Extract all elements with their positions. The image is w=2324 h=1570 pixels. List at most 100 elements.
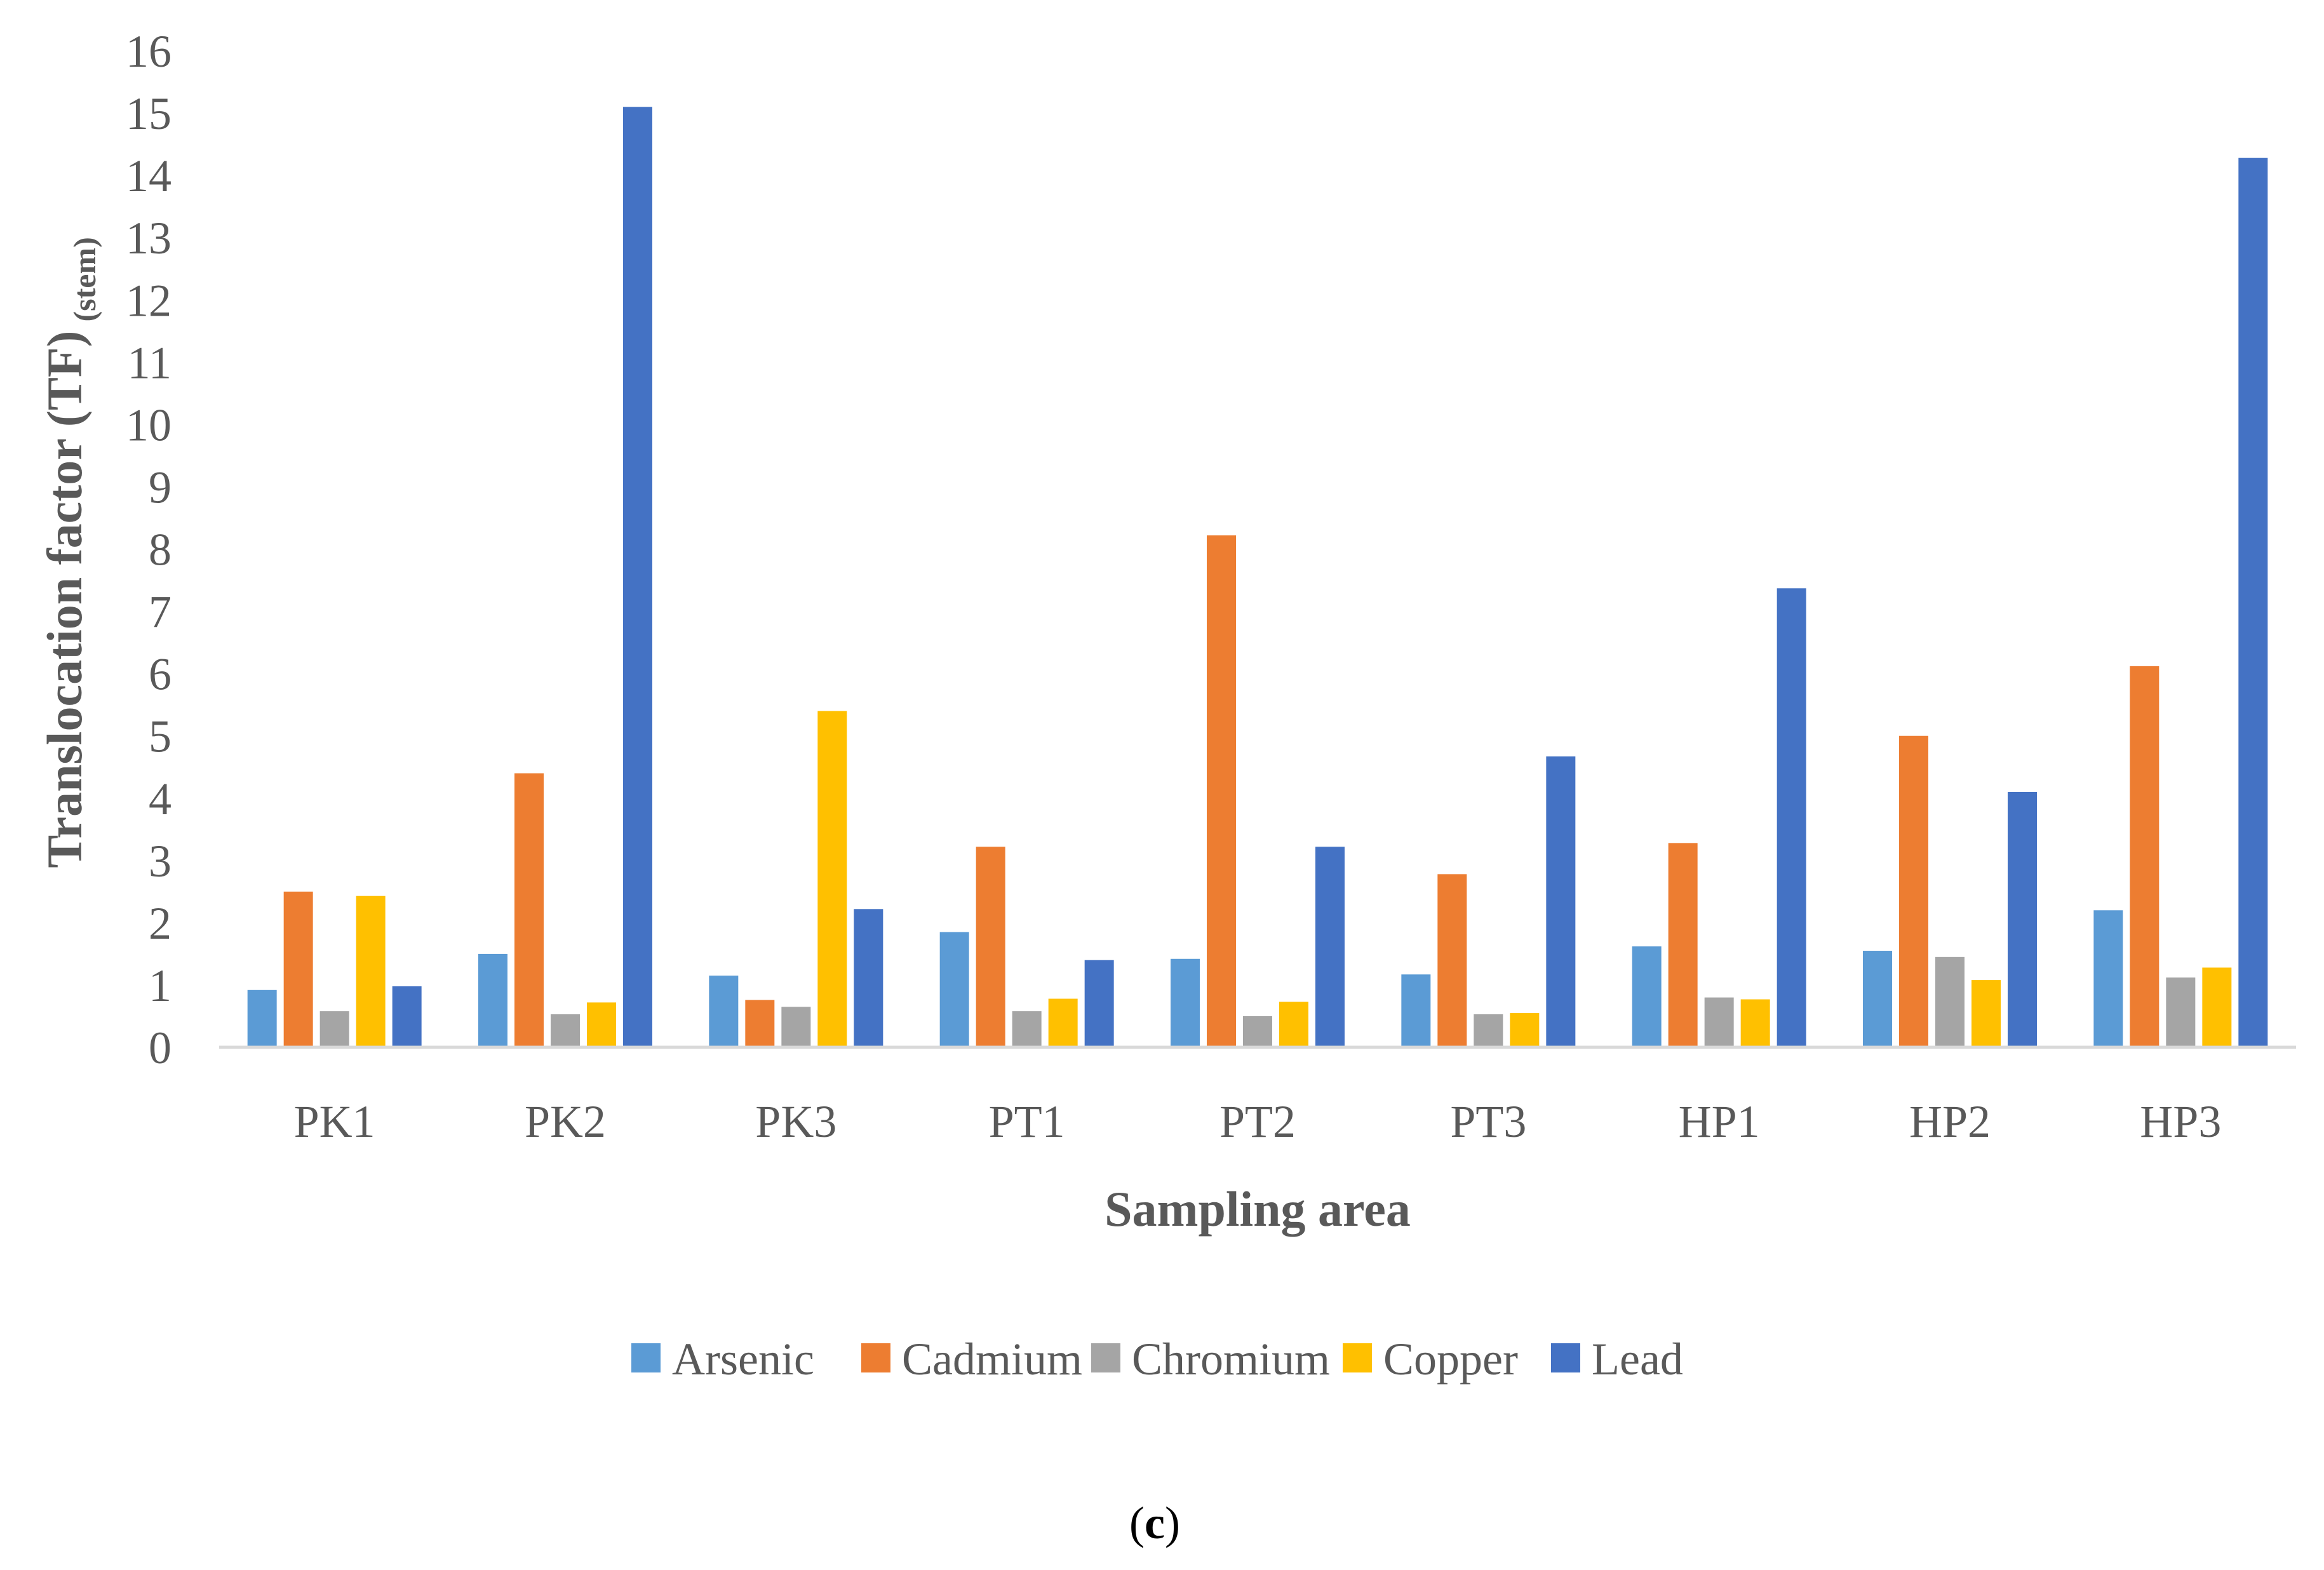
bar-lead-hp3 bbox=[2238, 158, 2268, 1048]
y-axis-title-subscript: (stem) bbox=[67, 237, 102, 321]
y-tick-label: 1 bbox=[149, 960, 171, 1011]
caption-open-paren: ( bbox=[1129, 1498, 1145, 1548]
y-tick-label: 3 bbox=[149, 836, 171, 887]
bar-lead-hp2 bbox=[2008, 791, 2037, 1047]
bar-arsenic-pk2 bbox=[478, 953, 507, 1047]
bar-chromium-pk1 bbox=[319, 1011, 349, 1047]
bar-copper-pk2 bbox=[587, 1002, 616, 1047]
bar-lead-pk2 bbox=[623, 107, 652, 1048]
x-tick-label: PK3 bbox=[755, 1096, 836, 1147]
bar-copper-pt3 bbox=[1510, 1013, 1540, 1047]
bar-cadmium-pt2 bbox=[1207, 535, 1236, 1047]
x-axis-tick-labels: PK1 PK2 PK3 PT1 PT2 PT3 HP1 HP2 HP3 bbox=[294, 1096, 2222, 1147]
x-tick-label: PT1 bbox=[989, 1096, 1065, 1147]
y-tick-label: 8 bbox=[149, 525, 171, 575]
bar-lead-pt1 bbox=[1084, 960, 1114, 1047]
bar-copper-hp3 bbox=[2202, 967, 2232, 1047]
bar-lead-pt3 bbox=[1546, 756, 1576, 1047]
y-tick-label: 2 bbox=[149, 898, 171, 949]
bar-arsenic-hp2 bbox=[1863, 951, 1892, 1047]
bar-copper-pt2 bbox=[1279, 1002, 1308, 1047]
legend-label: Lead bbox=[1592, 1334, 1683, 1385]
bar-arsenic-pt1 bbox=[939, 932, 969, 1047]
y-tick-label: 0 bbox=[149, 1023, 171, 1073]
x-axis-title: Sampling area bbox=[1105, 1181, 1411, 1237]
y-tick-label: 14 bbox=[126, 151, 171, 201]
bar-copper-pk1 bbox=[356, 896, 386, 1047]
legend-swatch bbox=[1091, 1343, 1120, 1372]
bar-cadmium-pk1 bbox=[283, 891, 313, 1047]
legend-label: Copper bbox=[1383, 1334, 1518, 1385]
y-tick-label: 4 bbox=[149, 774, 171, 824]
bar-arsenic-pk1 bbox=[247, 990, 277, 1047]
y-tick-label: 5 bbox=[149, 711, 171, 762]
bar-cadmium-pt1 bbox=[976, 847, 1005, 1047]
legend-label: Arsenic bbox=[672, 1334, 814, 1385]
y-tick-label: 9 bbox=[149, 462, 171, 513]
legend-item-cadmium: Cadmium bbox=[861, 1334, 1082, 1385]
x-tick-label: PK1 bbox=[294, 1096, 375, 1147]
caption-close-paren: ) bbox=[1165, 1498, 1180, 1548]
y-axis-title-main: Translocation factor (TF) bbox=[37, 330, 92, 868]
bar-arsenic-pk3 bbox=[709, 976, 739, 1047]
bar-cadmium-hp1 bbox=[1668, 843, 1698, 1047]
figure-caption: (c) bbox=[1129, 1498, 1180, 1548]
y-tick-label: 6 bbox=[149, 649, 171, 700]
legend-swatch bbox=[1343, 1343, 1372, 1372]
bar-arsenic-hp3 bbox=[2093, 910, 2123, 1047]
bar-chromium-pt3 bbox=[1474, 1014, 1503, 1047]
bar-arsenic-pt3 bbox=[1401, 974, 1431, 1047]
x-tick-label: PT2 bbox=[1219, 1096, 1296, 1147]
legend-swatch bbox=[631, 1343, 661, 1372]
x-tick-label: PT3 bbox=[1450, 1096, 1526, 1147]
bar-arsenic-hp1 bbox=[1632, 946, 1662, 1047]
y-tick-label: 7 bbox=[149, 587, 171, 638]
bar-lead-pk1 bbox=[392, 986, 422, 1047]
legend-item-chromium: Chromium bbox=[1091, 1334, 1330, 1385]
bar-lead-hp1 bbox=[1777, 588, 1806, 1047]
bar-cadmium-hp2 bbox=[1899, 735, 1928, 1047]
y-tick-label: 13 bbox=[126, 213, 171, 264]
legend-swatch bbox=[1551, 1343, 1580, 1372]
caption-letter: c bbox=[1145, 1498, 1165, 1548]
bar-chromium-pk3 bbox=[781, 1007, 811, 1047]
bar-cadmium-pt3 bbox=[1437, 874, 1467, 1047]
bar-copper-hp1 bbox=[1740, 999, 1770, 1047]
bar-copper-pk3 bbox=[817, 711, 847, 1047]
legend-item-arsenic: Arsenic bbox=[631, 1334, 814, 1385]
legend-swatch bbox=[861, 1343, 890, 1372]
legend-label: Chromium bbox=[1132, 1334, 1330, 1385]
bar-copper-hp2 bbox=[1971, 980, 2001, 1047]
bar-cadmium-pk2 bbox=[514, 773, 544, 1047]
y-axis-title: Translocation factor (TF) (stem) bbox=[37, 237, 102, 868]
y-tick-label: 16 bbox=[126, 26, 171, 77]
bar-chromium-hp3 bbox=[2166, 977, 2196, 1047]
y-tick-label: 10 bbox=[126, 399, 171, 450]
bar-chromium-pt1 bbox=[1012, 1011, 1042, 1047]
bars bbox=[247, 107, 2268, 1048]
bar-copper-pt1 bbox=[1048, 998, 1078, 1047]
y-tick-label: 11 bbox=[128, 337, 171, 388]
bar-chromium-pk2 bbox=[551, 1014, 580, 1047]
bar-cadmium-pk3 bbox=[745, 1000, 775, 1047]
x-tick-label: HP1 bbox=[1679, 1096, 1760, 1147]
y-tick-label: 15 bbox=[126, 88, 171, 139]
x-tick-label: PK2 bbox=[525, 1096, 606, 1147]
legend-item-lead: Lead bbox=[1551, 1334, 1683, 1385]
bar-lead-pt2 bbox=[1315, 847, 1345, 1047]
x-tick-label: HP3 bbox=[2140, 1096, 2221, 1147]
legend-item-copper: Copper bbox=[1343, 1334, 1518, 1385]
legend: Arsenic Cadmium Chromium Copper Lead bbox=[631, 1334, 1683, 1385]
bar-arsenic-pt2 bbox=[1171, 958, 1200, 1047]
y-tick-label: 12 bbox=[126, 275, 171, 326]
bar-chromium-hp1 bbox=[1704, 997, 1734, 1047]
bar-lead-pk3 bbox=[854, 909, 883, 1047]
bar-chromium-pt2 bbox=[1243, 1016, 1272, 1047]
bar-cadmium-hp3 bbox=[2130, 666, 2159, 1047]
legend-label: Cadmium bbox=[902, 1334, 1082, 1385]
bar-chromium-hp2 bbox=[1935, 956, 1965, 1047]
x-tick-label: HP2 bbox=[1909, 1096, 1991, 1147]
